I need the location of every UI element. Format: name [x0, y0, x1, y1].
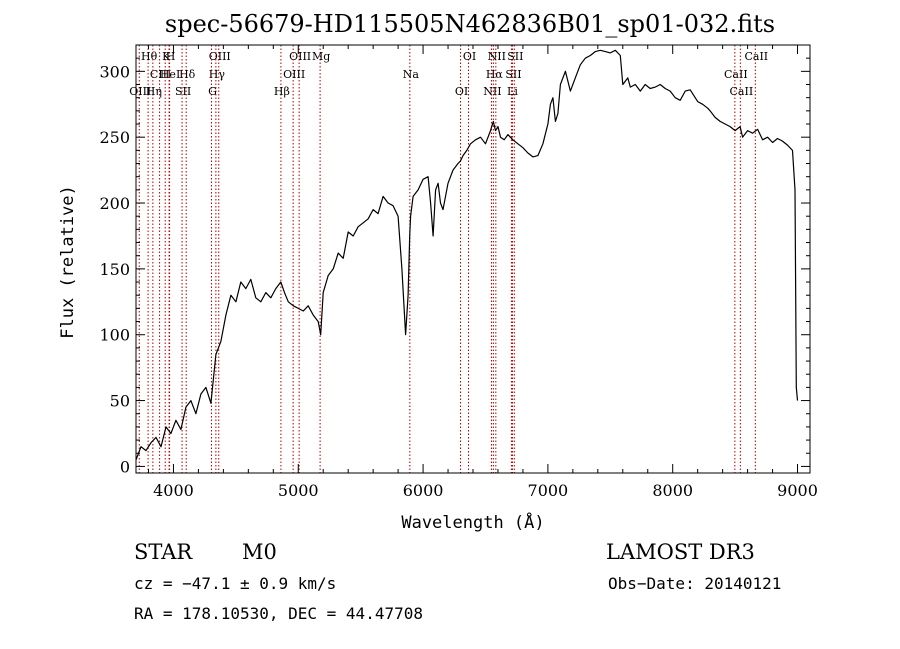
line-marker-label: OI	[455, 85, 468, 98]
x-axis-label: Wavelength (Å)	[401, 511, 544, 533]
y-tick-label: 200	[99, 194, 130, 213]
line-marker-label: K	[162, 50, 171, 63]
observation-date: Obs−Date: 20140121	[608, 574, 782, 593]
line-marker-label: SII	[505, 68, 521, 81]
line-marker-label: Mg	[312, 50, 330, 63]
line-marker-label: H	[166, 50, 176, 63]
line-marker-label: OIII	[289, 50, 311, 63]
line-marker-label: OIII	[209, 50, 231, 63]
x-tick-label: 4000	[153, 481, 194, 500]
redshift-velocity: cz = −47.1 ± 0.9 km/s	[134, 574, 337, 593]
object-class: STAR	[134, 540, 193, 564]
y-tick-label: 300	[99, 62, 130, 81]
line-marker-label: Hα	[486, 68, 504, 81]
line-marker-label: OIII	[283, 68, 305, 81]
line-marker-label: Hδ	[179, 68, 196, 81]
line-marker-label: NII	[483, 85, 501, 98]
coordinates: RA = 178.10530, DEC = 44.47708	[134, 604, 423, 623]
line-marker-label: CaII	[724, 68, 748, 81]
x-axis: 4000 5000 6000 7000 8000 9000	[147, 45, 818, 500]
line-marker-label: Hη	[146, 85, 162, 98]
line-marker-label: Hγ	[209, 68, 226, 81]
x-tick-label: 8000	[652, 481, 693, 500]
line-marker-label: NII	[488, 50, 506, 63]
chart-title: spec-56679-HD115505N462836B01_sp01-032.f…	[165, 10, 775, 38]
y-tick-label: 250	[99, 128, 130, 147]
line-marker-label: CaII	[730, 85, 754, 98]
line-marker-label: Na	[403, 68, 420, 81]
y-tick-label: 100	[99, 326, 130, 345]
y-axis: 0 50 100 150 200 250 300	[99, 57, 810, 476]
series-layer	[135, 49, 799, 461]
spectrum-line	[135, 49, 799, 461]
y-tick-label: 150	[99, 260, 130, 279]
line-marker-label: Li	[507, 85, 518, 98]
y-tick-label: 50	[110, 392, 130, 411]
line-marker-label: G	[208, 85, 217, 98]
line-marker-label: SII	[507, 50, 523, 63]
line-marker-label: Hθ	[141, 50, 158, 63]
line-markers: Hθ CIII OIII K HeI Hη HHδ SII OIII Hγ G OIII OIII Hβ M…	[129, 45, 768, 473]
line-marker-label: CIII	[150, 68, 171, 81]
x-tick-label: 7000	[528, 481, 569, 500]
line-marker-label: HeI	[160, 68, 180, 81]
line-marker-label: Hβ	[274, 85, 290, 98]
x-tick-label: 6000	[403, 481, 444, 500]
y-tick-label: 0	[120, 457, 130, 476]
y-axis-label: Flux (relative)	[58, 185, 78, 339]
line-marker-label: SII	[175, 85, 191, 98]
object-subclass: M0	[242, 540, 277, 564]
line-marker-label: CaII	[744, 50, 768, 63]
line-marker-label: OIII	[129, 85, 151, 98]
x-tick-label: 5000	[278, 481, 319, 500]
survey-name: LAMOST DR3	[606, 540, 755, 564]
x-tick-label: 9000	[777, 481, 818, 500]
line-marker-label: OI	[463, 50, 476, 63]
